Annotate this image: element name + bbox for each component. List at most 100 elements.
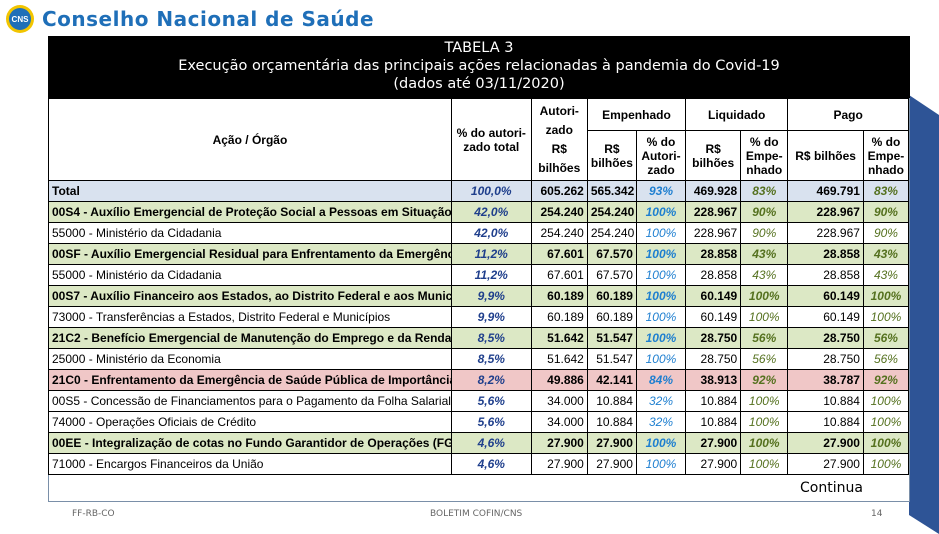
row-pago-pct: 92% [862,369,910,391]
table-row: 00S5 - Concessão de Financiamentos para … [48,390,910,412]
row-autorizado: 34.000 [530,390,588,412]
row-label: 74000 - Operações Oficiais de Crédito [48,411,452,433]
table-title: TABELA 3 Execução orçamentária das princ… [48,36,910,98]
row-empenhado-pct: 100% [635,201,687,223]
row-empenhado-pct: 100% [635,222,687,244]
row-liquidado: 28.858 [685,243,742,265]
row-liquidado: 60.149 [685,285,742,307]
row-pct-autorizado-total: 42,0% [450,222,532,244]
row-autorizado: 254.240 [530,222,588,244]
row-liquidado-pct: 90% [740,201,789,223]
row-pct-autorizado-total: 5,6% [450,390,532,412]
row-label: 21C0 - Enfrentamento da Emergência de Sa… [48,369,452,391]
brand-name: Conselho Nacional de Saúde [42,7,375,31]
header-acao: Ação / Órgão [48,98,452,181]
row-autorizado: 67.601 [530,264,588,286]
row-liquidado: 28.858 [685,264,742,286]
table-title-line2: Execução orçamentária das principais açõ… [178,58,780,74]
row-pago: 469.791 [787,180,864,202]
row-liquidado: 228.967 [685,222,742,244]
row-liquidado: 27.900 [685,432,742,454]
row-label: 00EE - Integralização de cotas no Fundo … [48,432,452,454]
row-liquidado-pct: 43% [740,264,789,286]
row-label: 71000 - Encargos Financeiros da União [48,453,452,475]
row-empenhado: 10.884 [586,390,637,412]
row-pago-pct: 100% [862,411,910,433]
row-empenhado: 10.884 [586,411,637,433]
row-empenhado-pct: 84% [635,369,687,391]
row-pago: 10.884 [787,390,864,412]
row-pago-pct: 83% [862,180,910,202]
row-liquidado-pct: 100% [740,306,789,328]
row-pago-pct: 100% [862,432,910,454]
row-liquidado: 28.750 [685,327,742,349]
header-pago-pct: % do Empe-nhado [862,130,910,181]
logo-text: CNS [11,14,29,24]
row-liquidado-pct: 100% [740,390,789,412]
row-pago: 10.884 [787,411,864,433]
row-pct-autorizado-total: 8,5% [450,327,532,349]
row-autorizado: 27.900 [530,432,588,454]
row-pago: 228.967 [787,201,864,223]
row-autorizado: 34.000 [530,411,588,433]
row-pct-autorizado-total: 9,9% [450,306,532,328]
table-row: 55000 - Ministério da Cidadania 42,0% 254.… [48,222,910,244]
row-pago-pct: 56% [862,327,910,349]
row-pago: 28.858 [787,264,864,286]
row-pct-autorizado-total: 42,0% [450,201,532,223]
row-liquidado: 27.900 [685,453,742,475]
table-title-line1: TABELA 3 [444,40,514,56]
row-empenhado-pct: 100% [635,306,687,328]
row-label: 25000 - Ministério da Economia [48,348,452,370]
row-label: 00SF - Auxílio Emergencial Residual para… [48,243,452,265]
row-pct-autorizado-total: 8,2% [450,369,532,391]
row-pago: 27.900 [787,453,864,475]
row-pago-pct: 100% [862,390,910,412]
table-row: 00EE - Integralização de cotas no Fundo … [48,432,910,454]
footer-center: BOLETIM COFIN/CNS [430,509,523,519]
row-liquidado-pct: 92% [740,369,789,391]
row-pct-autorizado-total: 4,6% [450,453,532,475]
row-liquidado: 228.967 [685,201,742,223]
row-autorizado: 27.900 [530,453,588,475]
row-liquidado-pct: 83% [740,180,789,202]
row-pct-autorizado-total: 11,2% [450,243,532,265]
header-liquidado-pct: % do Empe-nhado [740,130,789,181]
row-pago: 38.787 [787,369,864,391]
row-label: 00S7 - Auxílio Financeiro aos Estados, a… [48,285,452,307]
row-empenhado: 254.240 [586,201,637,223]
row-empenhado: 60.189 [586,306,637,328]
decorative-triangle-icon [909,95,939,534]
row-empenhado-pct: 100% [635,453,687,475]
header-pago: Pago [787,98,909,131]
row-autorizado: 51.642 [530,348,588,370]
row-empenhado-pct: 32% [635,411,687,433]
row-label: 00S5 - Concessão de Financiamentos para … [48,390,452,412]
footer-left: FF-RB-CO [72,509,115,519]
row-label: 55000 - Ministério da Cidadania [48,264,452,286]
row-liquidado-pct: 100% [740,285,789,307]
row-pago: 28.750 [787,348,864,370]
row-pago-pct: 90% [862,222,910,244]
row-label: Total [48,180,452,202]
table-title-line3: (dados até 03/11/2020) [393,76,565,92]
row-liquidado: 60.149 [685,306,742,328]
header-empenhado-rs: R$ bilhões [586,130,637,181]
row-liquidado-pct: 100% [740,411,789,433]
table-row: 74000 - Operações Oficiais de Crédito 5,6… [48,411,910,433]
row-pct-autorizado-total: 8,5% [450,348,532,370]
table-row: 00S7 - Auxílio Financeiro aos Estados, a… [48,285,910,307]
row-liquidado-pct: 100% [740,453,789,475]
row-pct-autorizado-total: 100,0% [450,180,532,202]
header-liquidado: Liquidado [685,98,789,131]
row-empenhado: 67.570 [586,264,637,286]
table-row: 21C0 - Enfrentamento da Emergência de Sa… [48,369,910,391]
row-label: 55000 - Ministério da Cidadania [48,222,452,244]
continua-label: Continua [800,480,863,496]
table-row: 71000 - Encargos Financeiros da União 4,6… [48,453,910,475]
row-empenhado: 254.240 [586,222,637,244]
row-empenhado: 60.189 [586,285,637,307]
row-autorizado: 60.189 [530,285,588,307]
row-liquidado-pct: 100% [740,432,789,454]
row-autorizado: 49.886 [530,369,588,391]
